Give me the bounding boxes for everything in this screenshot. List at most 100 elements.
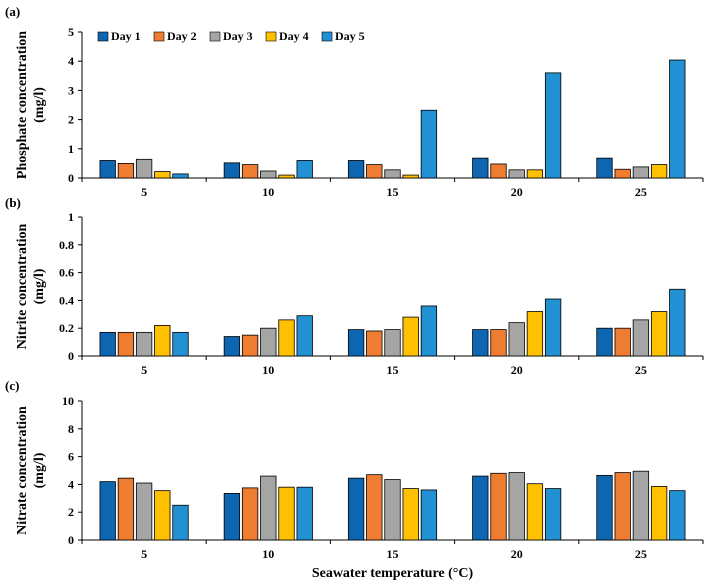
bar — [260, 170, 277, 179]
bar — [669, 490, 686, 541]
x-tick-label: 10 — [262, 363, 274, 377]
x-tick-label: 5 — [141, 547, 147, 561]
legend-swatch — [265, 31, 277, 42]
bar — [614, 168, 631, 179]
bar — [596, 327, 613, 357]
y-axis-label: Nitrite concentration (mg/l) — [15, 224, 47, 350]
panel-phosphate: (a) 0 1 2 3 4 5 5 10 15 20 25 Phosphate concentratio… — [5, 4, 704, 199]
bar — [420, 489, 438, 541]
x-tick-label: 15 — [387, 185, 399, 199]
bar — [384, 329, 401, 357]
bar — [402, 316, 419, 357]
bar — [384, 169, 401, 179]
legend-label: Day 3 — [223, 29, 253, 43]
bar — [223, 493, 241, 541]
bar — [117, 331, 135, 357]
y-tick-label: 0 — [68, 171, 74, 185]
bar — [117, 477, 135, 541]
x-tick-label: 5 — [141, 363, 147, 377]
y-tick-label: 3 — [68, 83, 74, 97]
x-tick-label: 20 — [511, 363, 523, 377]
bar — [472, 329, 489, 357]
bar — [490, 329, 507, 357]
bar — [669, 288, 686, 357]
panel-label: (c) — [5, 378, 19, 393]
bar — [614, 327, 631, 357]
bar — [472, 157, 489, 179]
bar — [614, 472, 631, 541]
bar — [650, 311, 668, 357]
bar — [99, 331, 116, 357]
bar — [650, 164, 668, 179]
bar — [632, 166, 650, 179]
bar — [544, 298, 562, 357]
panel-nitrate: (c) 0 2 4 6 8 10 5 10 15 20 25 Nitrate concentration… — [5, 378, 704, 581]
bar — [296, 486, 313, 541]
y-tick-label: 2 — [68, 113, 74, 127]
bar — [472, 475, 489, 541]
bar — [154, 325, 171, 357]
bar — [508, 472, 525, 541]
bar — [526, 483, 544, 541]
bar — [420, 109, 438, 179]
x-tick-label: 15 — [387, 363, 399, 377]
bar — [223, 162, 241, 179]
bar — [366, 474, 383, 541]
bar — [278, 319, 295, 357]
bar — [384, 479, 401, 541]
y-tick-label: 2 — [68, 505, 74, 519]
legend-label: Day 4 — [279, 29, 309, 43]
bar — [526, 169, 544, 179]
bar — [172, 504, 189, 541]
bar — [172, 173, 189, 179]
bar — [596, 474, 613, 541]
y-tick-label: 5 — [68, 25, 74, 39]
y-tick-label: 0 — [68, 349, 74, 363]
y-tick-label: 4 — [68, 54, 74, 68]
x-tick-label: 10 — [262, 185, 274, 199]
x-tick-label: 25 — [635, 185, 647, 199]
y-tick-label: 0.8 — [59, 238, 74, 252]
x-tick-label: 10 — [262, 547, 274, 561]
bar — [154, 171, 171, 179]
bar — [241, 334, 259, 357]
legend-label: Day 2 — [167, 29, 197, 43]
legend-swatch — [153, 31, 165, 42]
legend-swatch — [97, 31, 109, 42]
bar — [241, 164, 259, 179]
bar — [223, 336, 241, 357]
y-tick-label: 0.2 — [59, 321, 74, 335]
bar — [260, 327, 277, 357]
x-tick-label: 20 — [511, 185, 523, 199]
bar — [632, 470, 650, 541]
bar — [596, 157, 613, 179]
bar — [650, 486, 668, 541]
bar — [172, 331, 189, 357]
bar — [508, 322, 525, 357]
legend-label: Day 1 — [111, 29, 141, 43]
y-tick-label: 0.4 — [59, 293, 74, 307]
bar — [526, 311, 544, 357]
bar — [366, 164, 383, 179]
x-tick-label: 25 — [635, 547, 647, 561]
y-tick-label: 10 — [62, 394, 74, 408]
y-axis-label: Phosphate concentration (mg/l) — [15, 31, 47, 179]
y-tick-label: 0.6 — [59, 266, 74, 280]
bar — [278, 174, 295, 179]
bar — [347, 160, 365, 179]
bar — [347, 329, 365, 357]
bar — [278, 486, 295, 541]
y-tick-label: 4 — [68, 477, 74, 491]
bar — [99, 481, 116, 541]
y-tick-label: 0 — [68, 533, 74, 547]
bar — [296, 315, 313, 357]
x-tick-label: 5 — [141, 185, 147, 199]
x-tick-label: 25 — [635, 363, 647, 377]
y-tick-label: 1 — [68, 210, 74, 224]
bar — [402, 488, 419, 541]
bar — [632, 319, 650, 357]
bar — [135, 158, 153, 179]
x-tick-label: 15 — [387, 547, 399, 561]
bar — [490, 163, 507, 179]
